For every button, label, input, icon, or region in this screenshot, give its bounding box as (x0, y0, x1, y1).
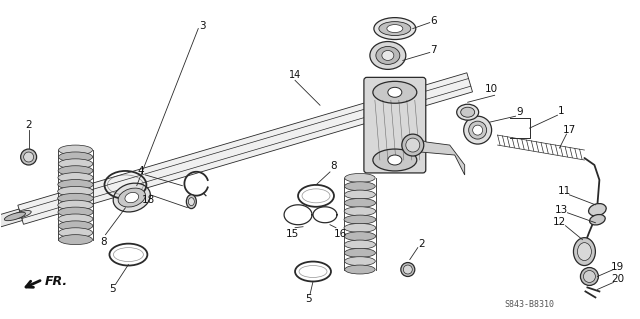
Ellipse shape (402, 134, 424, 156)
Text: 8: 8 (100, 237, 107, 247)
Text: 13: 13 (555, 205, 568, 215)
Ellipse shape (345, 174, 375, 182)
Ellipse shape (4, 212, 26, 221)
Text: 17: 17 (563, 125, 576, 135)
Text: 1: 1 (558, 106, 564, 116)
Text: 11: 11 (558, 186, 571, 196)
Ellipse shape (464, 116, 492, 144)
Ellipse shape (10, 211, 31, 219)
Ellipse shape (58, 166, 93, 176)
Text: 5: 5 (305, 294, 311, 304)
Ellipse shape (58, 221, 93, 231)
Text: 10: 10 (485, 84, 498, 94)
Ellipse shape (344, 240, 376, 249)
Ellipse shape (344, 207, 376, 216)
Ellipse shape (344, 232, 376, 241)
Ellipse shape (401, 263, 415, 277)
Ellipse shape (457, 104, 479, 120)
Ellipse shape (580, 268, 598, 286)
Ellipse shape (370, 41, 406, 70)
Ellipse shape (403, 265, 412, 274)
Text: 14: 14 (289, 70, 301, 80)
Text: 16: 16 (333, 229, 347, 239)
Ellipse shape (344, 257, 375, 266)
Text: S843-B8310: S843-B8310 (504, 300, 554, 309)
Ellipse shape (584, 271, 595, 282)
Ellipse shape (125, 192, 139, 203)
Ellipse shape (388, 87, 402, 97)
Ellipse shape (24, 152, 34, 162)
Text: 7: 7 (431, 46, 437, 56)
Text: 15: 15 (285, 229, 299, 239)
Ellipse shape (59, 145, 93, 155)
Polygon shape (420, 140, 465, 175)
Text: FR.: FR. (45, 275, 68, 288)
Ellipse shape (387, 25, 403, 33)
Ellipse shape (344, 182, 375, 191)
Text: 2: 2 (26, 120, 32, 130)
Ellipse shape (468, 121, 486, 139)
Ellipse shape (344, 249, 376, 257)
Ellipse shape (589, 204, 606, 216)
Ellipse shape (388, 155, 402, 165)
Ellipse shape (573, 238, 595, 265)
Text: 5: 5 (109, 285, 116, 294)
Ellipse shape (344, 215, 376, 224)
Ellipse shape (344, 223, 376, 232)
Ellipse shape (344, 198, 376, 207)
Text: 8: 8 (331, 161, 337, 171)
Ellipse shape (461, 107, 475, 117)
Polygon shape (0, 209, 22, 229)
Ellipse shape (376, 47, 400, 64)
Ellipse shape (58, 173, 93, 182)
Text: 20: 20 (611, 274, 624, 285)
Ellipse shape (58, 214, 93, 224)
Text: 18: 18 (141, 195, 155, 205)
Ellipse shape (374, 18, 416, 40)
Ellipse shape (58, 180, 93, 189)
Text: 9: 9 (516, 107, 523, 117)
Text: 6: 6 (431, 16, 437, 26)
Ellipse shape (344, 190, 376, 199)
Ellipse shape (577, 243, 591, 261)
Ellipse shape (188, 198, 195, 206)
Ellipse shape (345, 265, 375, 274)
Ellipse shape (589, 214, 605, 225)
Ellipse shape (58, 159, 93, 169)
Ellipse shape (473, 125, 483, 135)
Text: 4: 4 (137, 166, 144, 176)
Ellipse shape (373, 81, 417, 103)
Ellipse shape (373, 149, 417, 171)
Text: 12: 12 (553, 217, 566, 227)
Text: 2: 2 (419, 239, 425, 249)
Ellipse shape (382, 50, 394, 60)
Text: 3: 3 (199, 21, 205, 31)
Ellipse shape (406, 138, 420, 152)
Ellipse shape (186, 195, 196, 209)
Ellipse shape (58, 200, 93, 210)
FancyBboxPatch shape (364, 78, 426, 173)
Ellipse shape (58, 207, 93, 217)
Ellipse shape (59, 235, 93, 245)
Ellipse shape (58, 152, 93, 162)
Ellipse shape (58, 193, 93, 203)
Ellipse shape (58, 228, 93, 238)
Polygon shape (18, 73, 472, 224)
Text: 19: 19 (611, 262, 624, 271)
Ellipse shape (58, 186, 93, 197)
Ellipse shape (113, 183, 150, 212)
Ellipse shape (118, 188, 145, 207)
Ellipse shape (379, 22, 411, 35)
Ellipse shape (20, 149, 36, 165)
